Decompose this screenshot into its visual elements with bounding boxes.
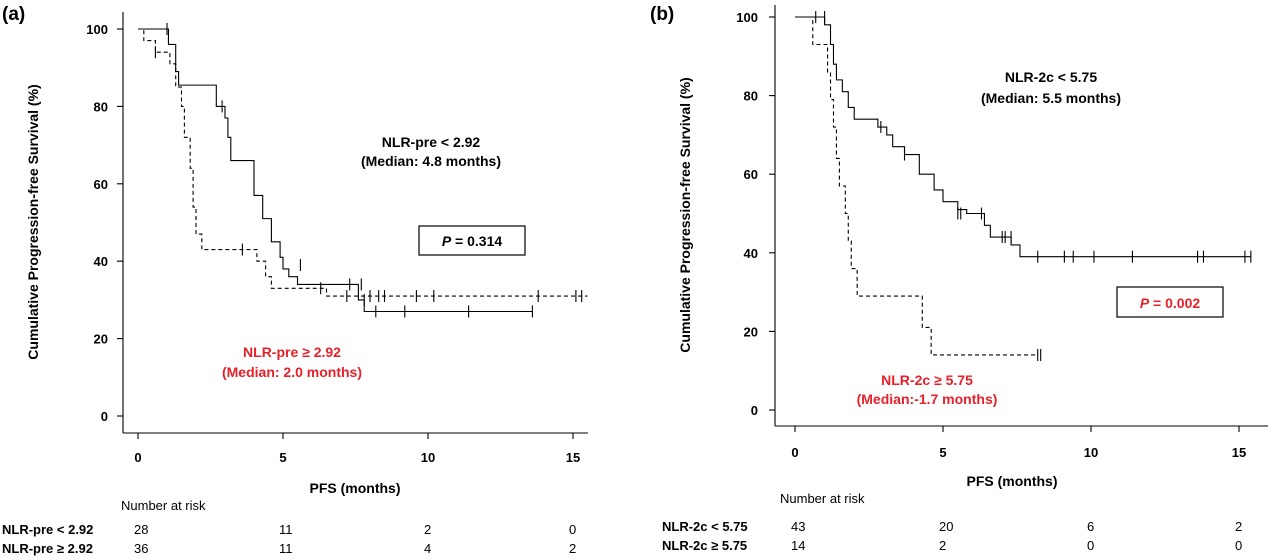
panel-b-x-tick-label: 0 bbox=[791, 445, 798, 460]
panel-b-risk-value: 6 bbox=[1087, 519, 1094, 534]
panel-a-x-tick-label: 5 bbox=[279, 450, 286, 465]
panel-b-ylabel: Cumulative Progression-free Survival (%) bbox=[677, 77, 693, 352]
panel-a-ylabel: Cumulative Progression-free Survival (%) bbox=[25, 84, 41, 359]
panel-b-series-high-curve bbox=[795, 16, 1038, 356]
panel-a-risk-value: 11 bbox=[279, 541, 293, 556]
panel-b-y-tick-label: 100 bbox=[736, 10, 758, 25]
panel-a-risk-value: 11 bbox=[279, 522, 293, 537]
panel-b-risk-row2-label: NLR-2c ≥ 5.75 bbox=[662, 538, 747, 553]
panel-a-x-tick-label: 0 bbox=[134, 450, 141, 465]
panel-a-risk-value: 2 bbox=[569, 541, 576, 556]
panel-a-risk-value: 4 bbox=[424, 541, 431, 556]
panel-a-p-value: P = 0.314 bbox=[442, 233, 503, 249]
panel-a-y-tick-label: 0 bbox=[101, 409, 108, 424]
panel-b-p-box bbox=[1116, 286, 1224, 318]
panel-b-x-tick-label: 10 bbox=[1084, 445, 1098, 460]
panel-b-group1-median: (Median: 5.5 months) bbox=[981, 90, 1121, 106]
panel-b-y-tick-label: 0 bbox=[751, 403, 758, 418]
panel-b-risk-title: Number at risk bbox=[780, 491, 865, 506]
panel-b-risk-value: 14 bbox=[791, 538, 805, 553]
panel-a-series-low-curve bbox=[138, 28, 533, 313]
panel-b-xlabel: PFS (months) bbox=[967, 473, 1058, 489]
panel-b-group1-label: NLR-2c < 5.75 bbox=[1005, 69, 1097, 85]
panel-b-risk-row1-label: NLR-2c < 5.75 bbox=[662, 519, 748, 534]
panel-b-label: (b) bbox=[650, 4, 674, 25]
panel-b-y-tick-label: 60 bbox=[744, 167, 758, 182]
panel-b-risk-value: 0 bbox=[1087, 538, 1094, 553]
panel-b-y-tick-label: 20 bbox=[744, 324, 758, 339]
panel-b-x-tick-label: 5 bbox=[939, 445, 946, 460]
panel-a-group2-median: (Median: 2.0 months) bbox=[222, 364, 362, 380]
panel-b-risk-value: 0 bbox=[1235, 538, 1242, 553]
panel-a-series-high-curve bbox=[138, 28, 588, 297]
panel-b-group2-median: (Median:-1.7 months) bbox=[857, 391, 998, 407]
panel-b-risk-value: 2 bbox=[1235, 519, 1242, 534]
panel-a-y-tick-label: 20 bbox=[94, 332, 108, 347]
panel-a-label: (a) bbox=[2, 4, 25, 25]
panel-a-x-tick-label: 10 bbox=[421, 450, 435, 465]
panel-a-risk-value: 36 bbox=[134, 541, 148, 556]
panel-a-group1-median: (Median: 4.8 months) bbox=[361, 153, 501, 169]
panel-b-risk-value: 2 bbox=[939, 538, 946, 553]
panel-a-y-tick-label: 40 bbox=[94, 254, 108, 269]
panel-b-p-value: P = 0.002 bbox=[1140, 295, 1201, 311]
panel-a-y-tick-label: 100 bbox=[86, 22, 108, 37]
panel-a-group1-label: NLR-pre < 2.92 bbox=[382, 134, 481, 150]
panel-a-y-tick-label: 80 bbox=[94, 99, 108, 114]
panel-b-y-tick-label: 80 bbox=[744, 89, 758, 104]
panel-b-group2-label: NLR-2c ≥ 5.75 bbox=[881, 372, 973, 388]
panel-a-risk-row1-label: NLR-pre < 2.92 bbox=[2, 522, 93, 537]
panel-b-series-low-curve bbox=[795, 16, 1251, 258]
panel-a-risk-row2-label: NLR-pre ≥ 2.92 bbox=[2, 541, 93, 556]
panel-a-risk-value: 2 bbox=[424, 522, 431, 537]
panel-a-group2-label: NLR-pre ≥ 2.92 bbox=[243, 344, 341, 360]
panel-b-y-tick-label: 40 bbox=[744, 246, 758, 261]
panel-a-p-box bbox=[418, 225, 526, 256]
panel-b-x-tick-label: 15 bbox=[1232, 445, 1246, 460]
panel-a-y-tick-label: 60 bbox=[94, 177, 108, 192]
panel-a-risk-value: 28 bbox=[134, 522, 148, 537]
panel-a-risk-value: 0 bbox=[569, 522, 576, 537]
panel-b-risk-value: 20 bbox=[939, 519, 953, 534]
panel-a-risk-title: Number at risk bbox=[121, 498, 206, 513]
panel-a-xlabel: PFS (months) bbox=[310, 480, 401, 496]
panel-a-x-tick-label: 15 bbox=[566, 450, 580, 465]
panel-b-risk-value: 43 bbox=[791, 519, 805, 534]
